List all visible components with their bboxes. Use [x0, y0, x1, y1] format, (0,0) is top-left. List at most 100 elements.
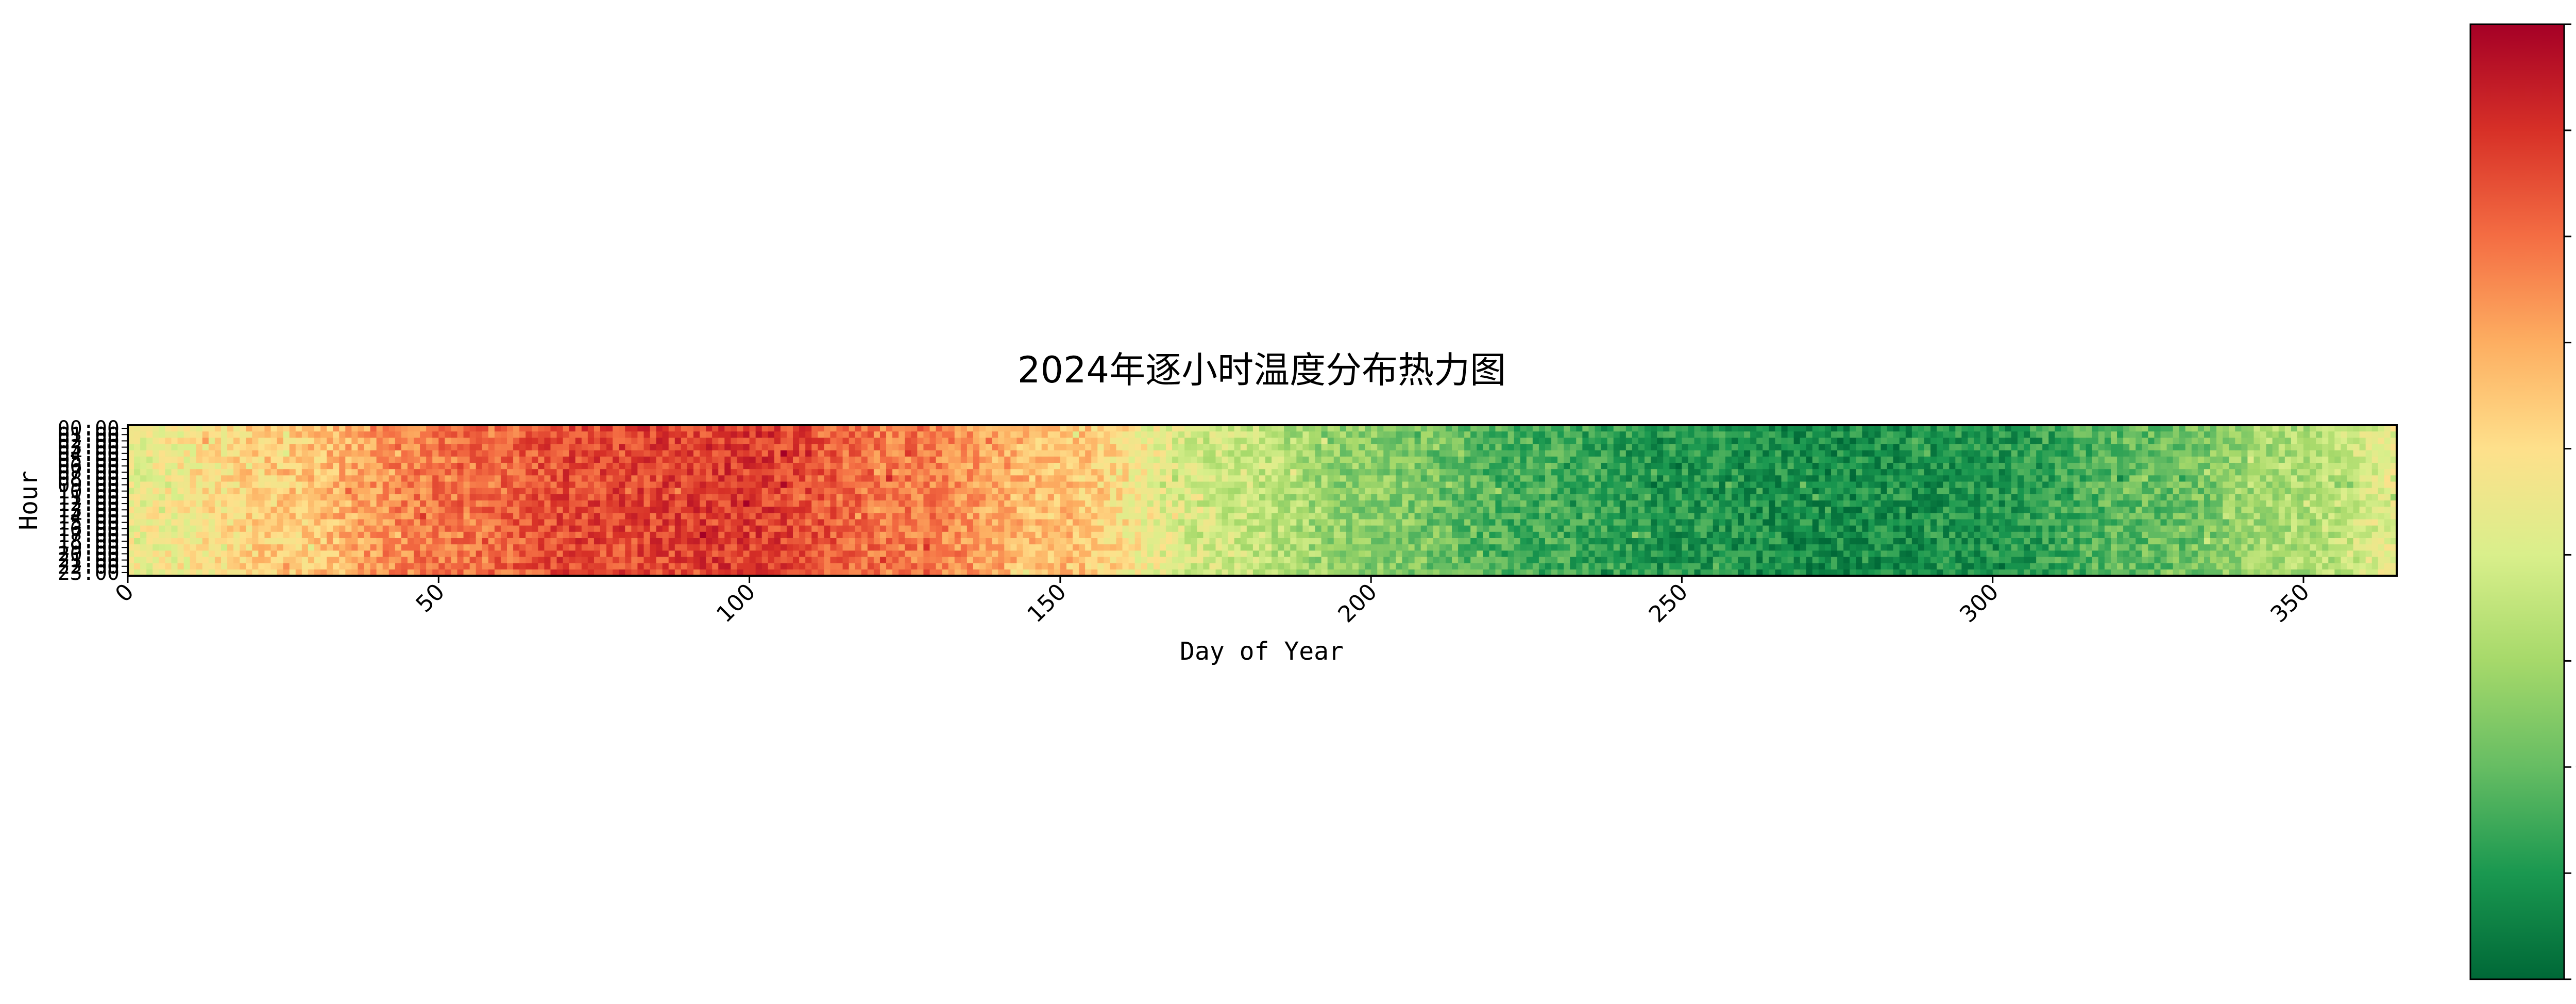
- heatmap-cell: [463, 563, 470, 570]
- heatmap-cell: [128, 507, 134, 513]
- heatmap-cell: [761, 481, 769, 489]
- heatmap-cell: [482, 550, 489, 558]
- heatmap-cell: [706, 544, 713, 551]
- heatmap-cell: [873, 469, 880, 476]
- heatmap-cell: [1302, 550, 1310, 558]
- heatmap-cell: [1159, 488, 1166, 495]
- heatmap-cell: [1079, 500, 1086, 507]
- heatmap-cell: [1122, 475, 1129, 482]
- heatmap-cell: [1402, 450, 1409, 457]
- heatmap-cell: [1321, 438, 1328, 445]
- heatmap-cell: [227, 538, 234, 545]
- heatmap-cell: [1284, 550, 1291, 558]
- heatmap-cell: [960, 444, 968, 451]
- heatmap-cell: [1054, 569, 1061, 576]
- heatmap-cell: [849, 425, 856, 432]
- heatmap-cell: [140, 444, 147, 451]
- heatmap-cell: [619, 425, 625, 432]
- heatmap-cell: [1178, 550, 1185, 558]
- heatmap-cell: [550, 431, 557, 438]
- heatmap-cell: [1420, 431, 1428, 438]
- heatmap-cell: [1184, 481, 1191, 489]
- heatmap-cell: [333, 563, 340, 570]
- heatmap-cell: [600, 463, 607, 470]
- heatmap-cell: [619, 469, 625, 476]
- heatmap-cell: [183, 475, 191, 482]
- heatmap-cell: [457, 438, 464, 445]
- heatmap-cell: [1147, 481, 1154, 489]
- heatmap-cell: [500, 557, 507, 564]
- heatmap-cell: [364, 544, 371, 551]
- heatmap-cell: [712, 513, 719, 520]
- heatmap-cell: [445, 525, 452, 532]
- heatmap-cell: [923, 444, 930, 451]
- heatmap-cell: [1222, 525, 1229, 532]
- heatmap-cell: [1309, 563, 1316, 570]
- heatmap-cell: [1128, 475, 1136, 482]
- heatmap-cell: [625, 456, 632, 463]
- heatmap-cell: [1016, 469, 1024, 476]
- heatmap-cell: [526, 475, 532, 482]
- heatmap-cell: [1420, 425, 1428, 432]
- heatmap-cell: [656, 450, 663, 457]
- heatmap-cell: [550, 456, 557, 463]
- heatmap-cell: [507, 557, 514, 564]
- heatmap-cell: [208, 425, 215, 432]
- heatmap-cell: [967, 500, 974, 507]
- heatmap-cell: [159, 494, 165, 501]
- heatmap-cell: [948, 431, 955, 438]
- heatmap-cell: [314, 500, 321, 507]
- heatmap-cell: [1197, 563, 1204, 570]
- heatmap-cell: [1010, 425, 1018, 432]
- heatmap-cell: [861, 438, 868, 445]
- heatmap-cell: [463, 519, 470, 526]
- heatmap-cell: [289, 500, 296, 507]
- heatmap-cell: [917, 475, 924, 482]
- heatmap-cell: [824, 507, 831, 513]
- heatmap-cell: [451, 488, 458, 495]
- heatmap-cell: [1222, 544, 1229, 551]
- heatmap-cell: [152, 444, 159, 451]
- heatmap-cell: [861, 557, 868, 564]
- heatmap-cell: [780, 475, 787, 482]
- heatmap-cell: [395, 544, 402, 551]
- heatmap-cell: [998, 456, 1005, 463]
- heatmap-cell: [1023, 488, 1030, 495]
- heatmap-cell: [308, 569, 315, 576]
- heatmap-cell: [749, 438, 756, 445]
- heatmap-cell: [780, 550, 787, 558]
- heatmap-cell: [295, 469, 302, 476]
- heatmap-cell: [556, 475, 564, 482]
- heatmap-cell: [1153, 538, 1160, 545]
- heatmap-cell: [196, 538, 203, 545]
- heatmap-cell: [382, 500, 389, 507]
- heatmap-cell: [923, 569, 930, 576]
- heatmap-cell: [606, 507, 613, 513]
- heatmap-cell: [1072, 425, 1079, 432]
- heatmap-cell: [569, 569, 576, 576]
- heatmap-cell: [1209, 569, 1216, 576]
- heatmap-cell: [712, 519, 719, 526]
- heatmap-cell: [550, 569, 557, 576]
- heatmap-cell: [258, 444, 265, 451]
- heatmap-cell: [942, 544, 949, 551]
- heatmap-cell: [569, 450, 576, 457]
- heatmap-cell: [395, 513, 402, 520]
- heatmap-cell: [755, 463, 762, 470]
- heatmap-cell: [1315, 500, 1322, 507]
- heatmap-cell: [519, 513, 526, 520]
- heatmap-cell: [1284, 507, 1291, 513]
- heatmap-cell: [177, 507, 184, 513]
- heatmap-cell: [1296, 469, 1303, 476]
- heatmap-cell: [836, 513, 843, 520]
- heatmap-cell: [674, 525, 682, 532]
- heatmap-cell: [1352, 513, 1359, 520]
- heatmap-cell: [743, 544, 750, 551]
- heatmap-cell: [1414, 431, 1421, 438]
- heatmap-cell: [1004, 431, 1011, 438]
- heatmap-cell: [674, 557, 682, 564]
- heatmap-cell: [146, 519, 153, 526]
- heatmap-cell: [364, 525, 371, 532]
- heatmap-cell: [1340, 513, 1347, 520]
- heatmap-cell: [556, 444, 564, 451]
